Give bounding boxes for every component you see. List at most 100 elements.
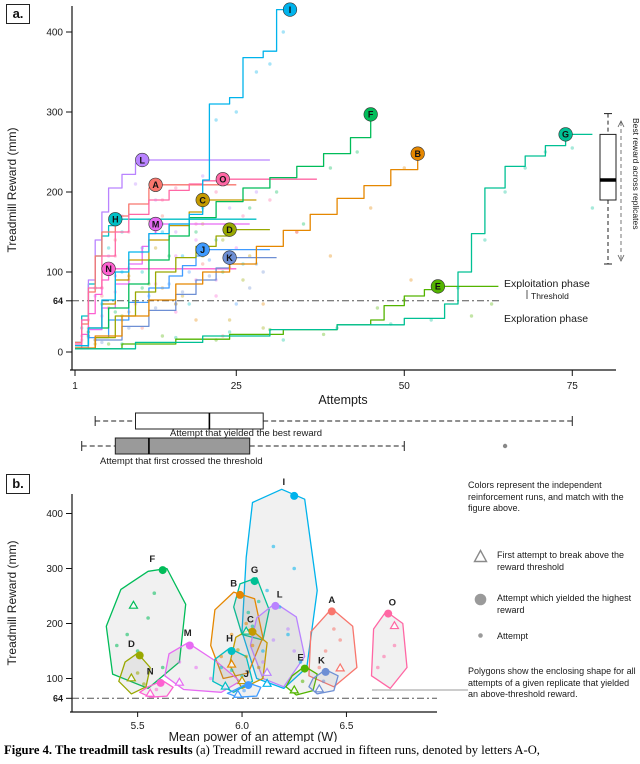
run-marker-M xyxy=(148,216,163,232)
run-marker-letter-F: F xyxy=(368,110,374,120)
run-letter-E: E xyxy=(297,652,303,663)
run-letter-I: I xyxy=(282,477,285,488)
run-marker-letter-H: H xyxy=(112,215,119,225)
attempt-dot-b-O xyxy=(376,665,380,670)
panel-a-y-tick-label: 200 xyxy=(46,188,63,199)
run-marker-I xyxy=(282,2,298,17)
best-dot-A xyxy=(327,607,336,616)
run-line-F xyxy=(75,114,372,347)
attempt-dot-K xyxy=(127,326,131,330)
attempt-dot-b-H xyxy=(229,668,234,673)
attempt-dot-I xyxy=(281,30,285,34)
best-dot-H xyxy=(227,647,236,655)
panel-a-x-axis-title: Attempts xyxy=(318,393,367,407)
first-threshold-triangle-D xyxy=(126,672,137,682)
run-marker-F xyxy=(363,107,378,122)
attempt-dot-G xyxy=(429,318,433,322)
right-box-arrow-down xyxy=(617,254,625,262)
attempt-dot-G xyxy=(281,338,285,342)
attempt-dot-G xyxy=(483,238,487,242)
run-marker-letter-M: M xyxy=(152,219,160,229)
small-dot-icon xyxy=(473,628,488,643)
run-marker-letter-N: N xyxy=(105,264,112,274)
attempt-dot-D xyxy=(241,278,245,282)
best-dot-E xyxy=(300,664,309,673)
legend-triangle-label: First attempt to break above the reward … xyxy=(497,550,625,572)
attempt-dot-b-F xyxy=(160,665,165,670)
best-dot-J xyxy=(244,681,253,690)
attempt-dot-B xyxy=(328,254,333,258)
panel-b-y-tick-label: 200 xyxy=(46,619,63,630)
attempt-dot-b-L xyxy=(271,638,276,642)
attempt-dot-E xyxy=(375,306,380,310)
run-marker-B xyxy=(410,146,425,161)
attempt-dot-E xyxy=(321,332,326,337)
attempt-dot-G xyxy=(590,206,595,210)
run-marker-C xyxy=(195,192,210,208)
run-line-I xyxy=(75,8,290,347)
attempt-dot-M xyxy=(194,238,198,242)
attempt-dot-K xyxy=(261,270,265,274)
run-letter-K: K xyxy=(318,656,325,667)
run-marker-letter-A: A xyxy=(152,180,159,190)
run-marker-G xyxy=(558,127,573,142)
bottom-box-label: Attempt that yielded the best reward xyxy=(170,428,322,439)
attempt-dot-b-F xyxy=(125,632,129,637)
attempt-dot-I xyxy=(160,230,165,234)
attempt-dot-b-K xyxy=(321,679,326,684)
first-threshold-triangle-F xyxy=(128,600,139,609)
panel-a-y-tick-label: 300 xyxy=(46,108,63,119)
panel-a-label: a. xyxy=(6,4,30,24)
attempt-dot-b-I xyxy=(265,588,269,593)
first-threshold-triangle-I xyxy=(262,678,273,687)
attempt-dot-J xyxy=(234,302,238,306)
attempt-dot-E xyxy=(160,334,165,338)
attempt-dot-b-F xyxy=(115,643,119,648)
panel-b-y-tick-label: 300 xyxy=(46,564,63,575)
run-letter-H: H xyxy=(226,634,233,645)
best-dot-G xyxy=(250,577,259,586)
panel-a-x-tick-label: 50 xyxy=(399,381,411,392)
run-line-M xyxy=(75,223,250,349)
attempt-dot-b-I xyxy=(298,660,303,664)
panel-a-y-axis-title: Treadmill Reward (mm) xyxy=(5,128,19,253)
run-letter-A: A xyxy=(328,595,335,606)
attempt-dot-b-N xyxy=(154,687,159,692)
attempt-dot-A xyxy=(201,262,205,266)
panel-b-x-tick-label: 5.5 xyxy=(131,721,145,732)
big-dot-glyph xyxy=(474,593,487,606)
run-line-G xyxy=(75,133,593,350)
attempt-dot-G xyxy=(174,335,178,340)
triangle-icon xyxy=(473,549,488,563)
best-dot-L xyxy=(271,601,280,610)
run-marker-letter-G: G xyxy=(562,130,569,140)
run-marker-O xyxy=(215,172,230,187)
panel-b-y-tick-label: 100 xyxy=(46,674,63,685)
run-line-B xyxy=(75,153,419,349)
run-letter-B: B xyxy=(230,579,237,590)
exploitation-phase-label: Exploitation phase xyxy=(504,278,590,290)
attempt-dot-L xyxy=(133,182,138,186)
attempt-dot-M xyxy=(234,246,238,250)
best-dot-F xyxy=(158,566,167,575)
panel-b-x-axis-title: Mean power of an attempt (W) xyxy=(169,730,338,742)
bottom-box-label: Attempt that first crossed the threshold xyxy=(100,456,263,467)
attempt-dot-b-I xyxy=(271,544,276,549)
panel-b-y-tick-label: 400 xyxy=(46,509,63,520)
attempt-dot-F xyxy=(194,230,198,234)
attempt-dot-H xyxy=(106,246,111,250)
best-dot-K xyxy=(321,667,330,676)
best-dot-O xyxy=(384,609,393,618)
attempt-dot-b-F xyxy=(146,616,150,620)
attempt-dot-b-D xyxy=(142,682,146,686)
run-letter-D: D xyxy=(128,639,135,650)
run-marker-letter-I: I xyxy=(289,5,292,15)
run-marker-letter-O: O xyxy=(219,175,226,185)
attempt-dot-b-G xyxy=(250,624,255,629)
attempt-dot-b-F xyxy=(152,591,157,595)
run-marker-H xyxy=(108,212,123,227)
attempt-dot-b-G xyxy=(256,599,261,604)
attempt-dot-b-L xyxy=(292,649,297,653)
attempt-dot-G xyxy=(523,166,527,170)
